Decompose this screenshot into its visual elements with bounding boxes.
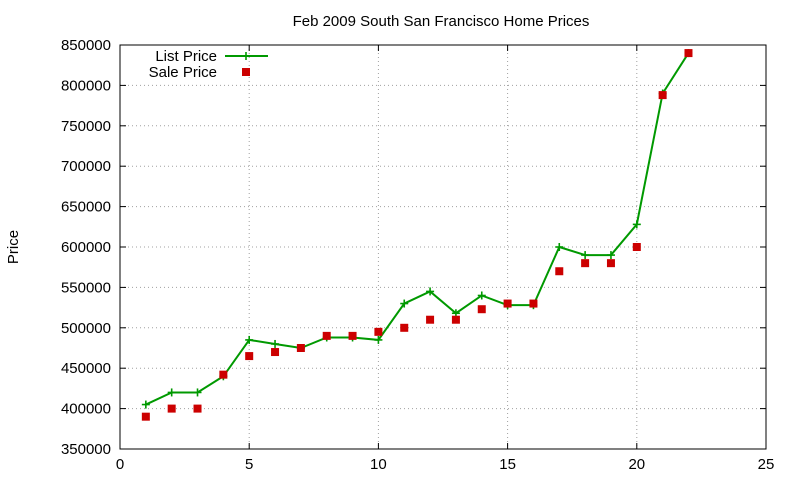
data-point [348,331,357,340]
series-line [145,52,690,406]
data-point [271,348,280,357]
grid [120,45,766,449]
data-point [400,323,409,332]
legend-entry: Sale Price [149,64,250,81]
chart-title: Feb 2009 South San Francisco Home Prices [293,13,590,30]
y-tick-label: 650000 [61,199,111,216]
data-point [451,315,460,324]
y-tick-label: 450000 [61,360,111,377]
y-tick-label: 800000 [61,77,111,94]
data-point [426,287,435,296]
data-point [167,404,176,413]
data-point [322,331,331,340]
y-tick-label: 500000 [61,320,111,337]
data-point [193,404,202,413]
data-point [581,259,590,268]
axis-ticks: 0 5 10 15 20 25 350000 400000 450000 500000 550000… [61,37,774,473]
data-point [374,327,383,336]
y-tick-label: 750000 [61,118,111,135]
y-tick-label: 550000 [61,279,111,296]
y-tick-label: 850000 [61,37,111,54]
data-point [426,315,435,324]
x-tick-label: 20 [628,456,645,473]
series-sale-price [141,49,693,421]
y-axis-label: Price [5,230,22,264]
data-point [141,400,150,409]
x-tick-label: 5 [245,456,253,473]
data-point [167,388,176,397]
y-tick-label: 400000 [61,401,111,418]
data-point [658,91,667,100]
legend-label: List Price [155,48,217,65]
data-point [400,299,409,308]
y-tick-label: 350000 [61,441,111,458]
data-point [632,220,641,229]
data-point [477,291,486,300]
data-point [581,251,590,260]
legend-marker [242,68,250,76]
x-tick-label: 10 [370,456,387,473]
legend-entry: List Price [155,48,268,65]
data-point [555,243,564,251]
data-point [374,335,383,344]
data-point [219,370,228,379]
x-tick-label: 15 [499,456,516,473]
data-point [245,335,254,344]
legend-marker [242,52,250,60]
x-tick-label: 25 [758,456,775,473]
data-point [684,49,693,58]
data-point [503,299,512,308]
data-point [477,305,486,314]
data-point [529,299,538,308]
data-point [632,243,641,251]
y-tick-label: 700000 [61,158,111,175]
data-point [141,412,150,421]
data-point [245,352,254,361]
data-point [606,251,615,260]
data-point [271,339,280,348]
data-point [555,267,564,276]
data-point [606,259,615,268]
data-point [296,344,305,352]
x-tick-label: 0 [116,456,124,473]
legend-label: Sale Price [149,64,217,81]
data-point [193,388,202,397]
series-list-price [141,49,693,409]
y-tick-label: 600000 [61,239,111,256]
series-group [141,49,693,421]
